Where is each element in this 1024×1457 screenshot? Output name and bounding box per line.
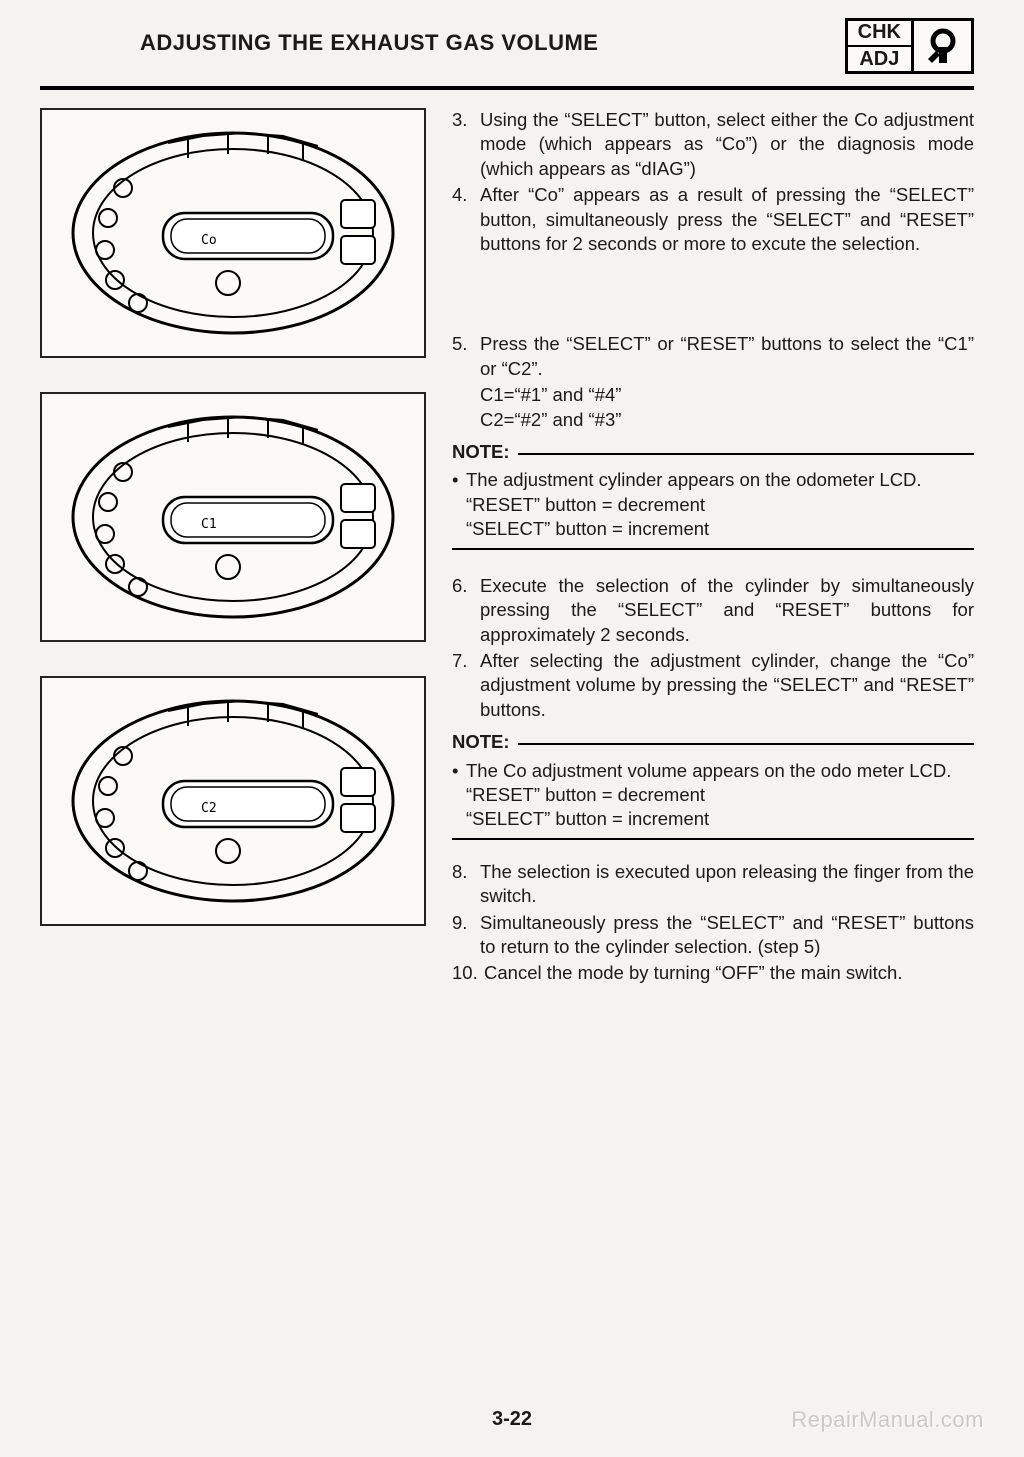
steps-block-1: 3.Using the “SELECT” button, select eith… [452,108,974,256]
badge-line-2: ADJ [858,49,901,70]
note-end-rule-2 [452,838,974,840]
note-heading-1: NOTE: [452,440,974,464]
gauge-diagram-1: Co [40,108,426,358]
lcd-text-3: C2 [201,801,217,816]
lcd-text-1: Co [201,233,217,248]
badge-divider [848,45,911,47]
header: ADJUSTING THE EXHAUST GAS VOLUME CHK ADJ [40,18,974,78]
note-end-rule-1 [452,548,974,550]
wrench-icon [922,25,964,67]
note-label: NOTE: [452,730,510,754]
note-line-select: “SELECT” button = increment [452,807,974,831]
steps-block-3: 6.Execute the selection of the cylinder … [452,574,974,722]
note-line-reset: “RESET” button = decrement [452,783,974,807]
gauge-diagram-2: C1 [40,392,426,642]
gauge-diagram-3: C2 [40,676,426,926]
step-3: 3.Using the “SELECT” button, select eith… [452,108,974,181]
step-7: 7.After selecting the adjustment cylinde… [452,649,974,722]
wrench-icon-box [914,18,974,74]
steps-block-4: 8.The selection is executed upon releasi… [452,860,974,986]
subline-c2: C2=“#2” and “#3” [480,408,974,432]
section-badge: CHK ADJ [845,18,974,74]
step-4: 4.After “Co” appears as a result of pres… [452,183,974,256]
step-8: 8.The selection is executed upon releasi… [452,860,974,909]
step-10: 10.Cancel the mode by turning “OFF” the … [452,961,974,985]
page-title: ADJUSTING THE EXHAUST GAS VOLUME [140,30,598,56]
lcd-text-2: C1 [201,517,217,532]
note-line-reset: “RESET” button = decrement [452,493,974,517]
title-underline [40,86,974,90]
bullet-icon: • [452,759,466,783]
note-heading-2: NOTE: [452,730,974,754]
note-label: NOTE: [452,440,510,464]
subline-c1: C1=“#1” and “#4” [480,383,974,407]
chk-adj-label: CHK ADJ [845,18,914,74]
step-6: 6.Execute the selection of the cylinder … [452,574,974,647]
page-content: Co C1 [40,108,974,988]
diagrams-column: Co C1 [40,108,426,988]
note-body-2: •The Co adjustment volume appears on the… [452,759,974,832]
note-line-select: “SELECT” button = increment [452,517,974,541]
bullet-icon: • [452,468,466,492]
step-5-sublines: C1=“#1” and “#4” C2=“#2” and “#3” [452,383,974,432]
note-body-1: •The adjustment cylinder appears on the … [452,468,974,541]
text-column: 3.Using the “SELECT” button, select eith… [452,108,974,988]
badge-line-1: CHK [858,22,901,43]
step-9: 9.Simultaneously press the “SELECT” and … [452,911,974,960]
watermark: RepairManual.com [791,1407,984,1433]
step-5: 5.Press the “SELECT” or “RESET” buttons … [452,332,974,381]
steps-block-2: 5.Press the “SELECT” or “RESET” buttons … [452,332,974,381]
